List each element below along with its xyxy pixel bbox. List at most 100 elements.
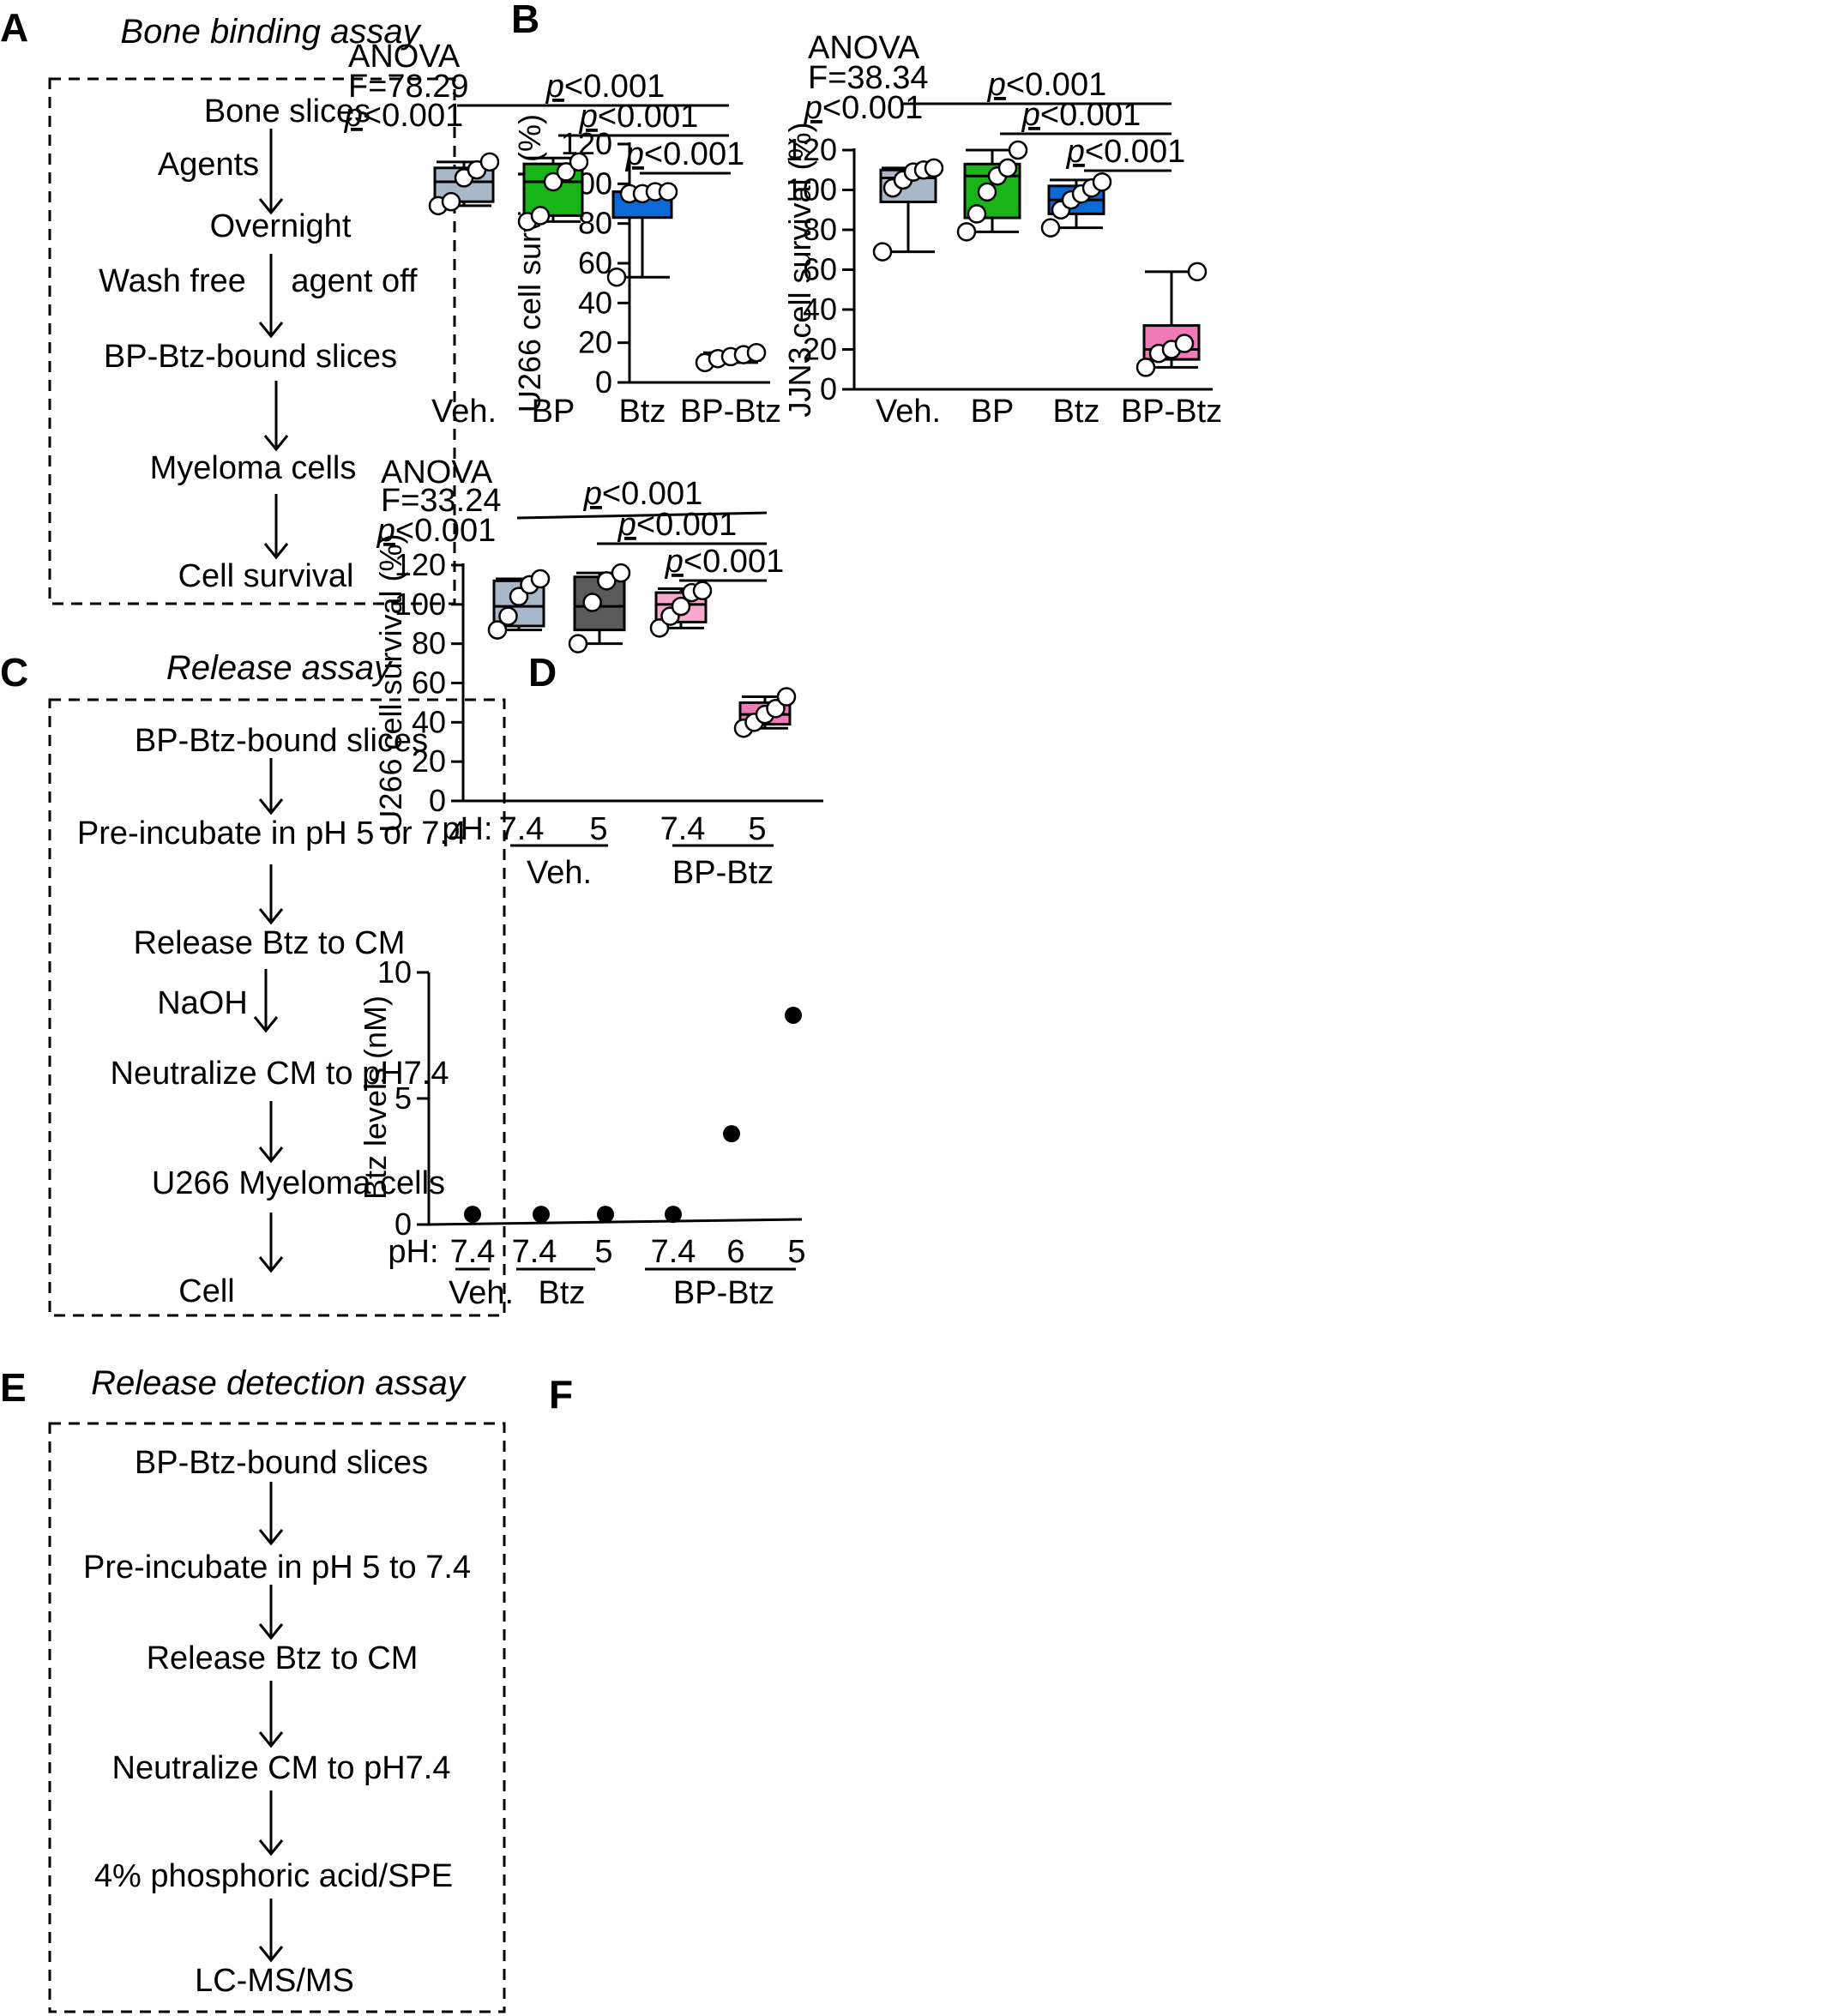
y-tick-label: 60 xyxy=(412,665,446,701)
y-axis-label: Btz levels (nM) xyxy=(358,996,393,1200)
category-label: Veh. xyxy=(431,394,497,430)
anova-f: F=78.29 xyxy=(348,69,469,105)
y-axis-label: JJN3 cell survival (%) xyxy=(782,122,817,417)
panel-a-step-5: agent off xyxy=(291,263,418,299)
category-label: 7.4 xyxy=(450,1234,496,1270)
y-axis-label: U266 cell survival (%) xyxy=(373,533,408,832)
y-tick-label: 20 xyxy=(412,743,446,779)
category-label: 7.4 xyxy=(660,811,706,847)
panel-e-title: Release detection assay xyxy=(91,1364,467,1402)
significance-p: p<0.001 xyxy=(665,544,784,580)
y-tick-label: 20 xyxy=(578,325,612,360)
panel-e-letter: E xyxy=(0,1365,27,1410)
data-point xyxy=(597,1206,614,1224)
anova-f: F=38.34 xyxy=(808,60,929,96)
category-label: Btz xyxy=(619,394,666,430)
data-point xyxy=(967,204,987,224)
panel-c-arrows xyxy=(253,758,284,1273)
significance-p: p<0.001 xyxy=(625,136,744,172)
y-tick-label: 0 xyxy=(595,364,612,400)
panel-a-box xyxy=(48,77,456,605)
panel-e-step-5: 4% phosphoric acid/SPE xyxy=(94,1858,453,1894)
data-point xyxy=(1040,218,1061,238)
y-tick-label: 0 xyxy=(820,371,837,406)
panel-d-letter: D xyxy=(528,650,557,695)
data-point xyxy=(597,571,617,591)
panel-a-title: Bone binding assay xyxy=(120,13,422,51)
category-label: 7.4 xyxy=(512,1234,557,1270)
category-label: 5 xyxy=(787,1234,805,1270)
y-tick-label: 0 xyxy=(395,1207,412,1242)
panel-c-letter: C xyxy=(0,650,28,695)
panel-a-letter: A xyxy=(0,5,28,50)
data-point xyxy=(487,620,508,640)
y-tick-label: 60 xyxy=(578,245,612,280)
panel-a-step-8: Cell survival xyxy=(178,558,354,594)
category-label: 7.4 xyxy=(499,811,545,847)
category-label: 7.4 xyxy=(651,1234,696,1270)
group-label: BP-Btz xyxy=(672,855,774,891)
panel-a-step-1: Bone slices xyxy=(204,93,370,129)
arrow-down-icon xyxy=(258,1899,284,1963)
panel-e-step-1: BP-Btz-bound slices xyxy=(135,1445,428,1481)
data-point xyxy=(530,206,551,226)
panel-c-title: Release assay xyxy=(166,649,394,687)
arrow-down-icon xyxy=(263,494,289,560)
category-label: Btz xyxy=(1053,394,1100,430)
category-label: BP xyxy=(532,394,575,430)
data-point xyxy=(692,581,713,601)
anova-p: p<0.001 xyxy=(804,90,923,126)
data-point xyxy=(530,569,551,589)
category-label: 5 xyxy=(589,811,607,847)
panel-c-step-1: BP-Btz-bound slices xyxy=(135,723,428,759)
arrow-down-icon xyxy=(258,129,284,215)
y-tick-label: 120 xyxy=(561,126,612,161)
x-axis xyxy=(428,1218,803,1226)
y-tick-label: 80 xyxy=(578,206,612,241)
data-point xyxy=(997,158,1018,178)
panel-a-arrows xyxy=(258,129,289,560)
arrow-down-icon xyxy=(258,864,284,925)
data-point xyxy=(1187,262,1208,282)
data-point xyxy=(543,172,563,192)
data-point xyxy=(498,606,518,626)
group-label: Veh. xyxy=(449,1275,514,1311)
data-point xyxy=(776,687,797,707)
arrow-down-icon xyxy=(258,1482,284,1546)
significance-p: p<0.001 xyxy=(583,476,702,512)
anova-label: ANOVA xyxy=(808,30,920,66)
category-label: BP xyxy=(971,394,1015,430)
category-label: BP-Btz xyxy=(1121,394,1222,430)
group-label: Veh. xyxy=(527,855,592,891)
panel-b-letter: B xyxy=(511,0,539,41)
data-point xyxy=(665,1206,682,1224)
y-tick-label: 0 xyxy=(429,783,446,818)
anova-label: ANOVA xyxy=(381,454,493,490)
data-point xyxy=(479,152,500,172)
data-point xyxy=(1092,172,1112,192)
arrow-down-icon xyxy=(258,1101,284,1164)
data-point xyxy=(1174,334,1195,353)
significance-p: p<0.001 xyxy=(987,67,1106,103)
significance-p: p<0.001 xyxy=(545,69,665,105)
data-point xyxy=(766,699,786,719)
data-point xyxy=(533,1206,550,1224)
data-point xyxy=(723,1125,740,1143)
panel-e-step-4: Neutralize CM to pH7.4 xyxy=(112,1750,451,1786)
y-tick-label: 80 xyxy=(412,626,446,661)
panel-e-box xyxy=(48,1422,506,2013)
arrow-down-icon xyxy=(258,254,284,339)
data-point xyxy=(924,158,944,178)
data-point xyxy=(649,618,670,638)
data-point xyxy=(464,1206,481,1224)
data-point xyxy=(658,182,678,202)
arrow-down-icon xyxy=(258,758,284,815)
panel-a-step-7: Myeloma cells xyxy=(150,450,357,486)
arrow-down-icon xyxy=(258,1790,284,1857)
data-point xyxy=(556,162,576,182)
y-tick-label: 80 xyxy=(803,212,837,247)
data-point xyxy=(441,191,461,212)
anova-p: p<0.001 xyxy=(376,513,496,549)
